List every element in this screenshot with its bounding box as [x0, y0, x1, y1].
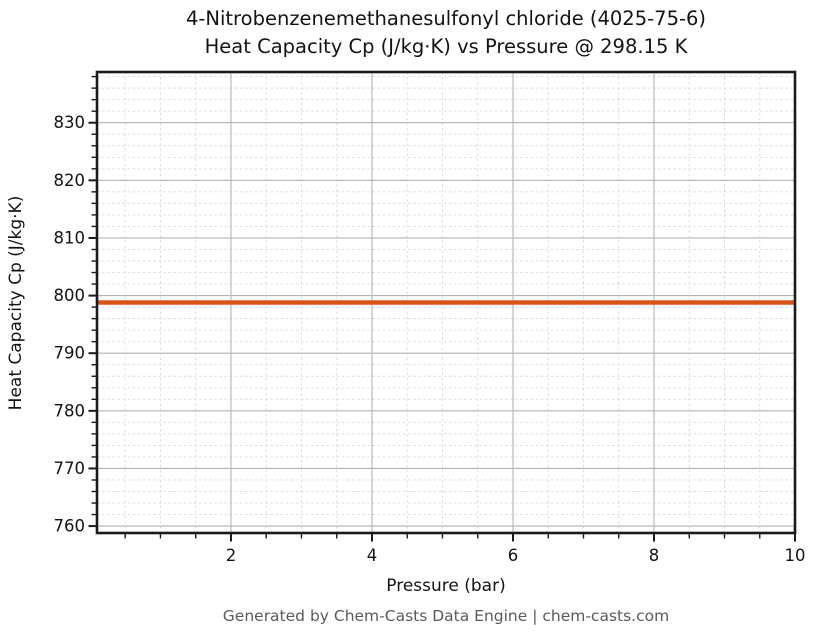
- svg-text:780: 780: [54, 401, 86, 420]
- chart-title-line1: 4-Nitrobenzenemethanesulfonyl chloride (…: [185, 7, 707, 30]
- chart-title-line2: Heat Capacity Cp (J/kg·K) vs Pressure @ …: [204, 35, 688, 58]
- svg-text:820: 820: [54, 171, 86, 190]
- svg-text:770: 770: [54, 459, 86, 478]
- svg-text:2: 2: [226, 546, 237, 565]
- x-tick-labels: 2 4 6 8 10: [226, 546, 806, 565]
- svg-text:800: 800: [54, 286, 86, 305]
- svg-text:10: 10: [785, 546, 806, 565]
- footer-note: Generated by Chem-Casts Data Engine | ch…: [222, 607, 670, 625]
- svg-text:830: 830: [54, 113, 86, 132]
- svg-text:8: 8: [649, 546, 660, 565]
- plot-border: [95, 70, 797, 535]
- svg-text:810: 810: [54, 228, 86, 247]
- svg-text:790: 790: [54, 344, 86, 363]
- chart-title: 4-Nitrobenzenemethanesulfonyl chloride (…: [69, 5, 823, 61]
- svg-text:4: 4: [367, 546, 378, 565]
- y-tick-labels: 760 770 780 790 800 810 820 830: [54, 113, 86, 535]
- svg-text:6: 6: [508, 546, 519, 565]
- x-axis-label: Pressure (bar): [386, 576, 506, 596]
- svg-text:760: 760: [54, 517, 86, 536]
- axis-ticks: [88, 75, 796, 542]
- y-axis-label: Heat Capacity Cp (J/kg·K): [6, 195, 26, 411]
